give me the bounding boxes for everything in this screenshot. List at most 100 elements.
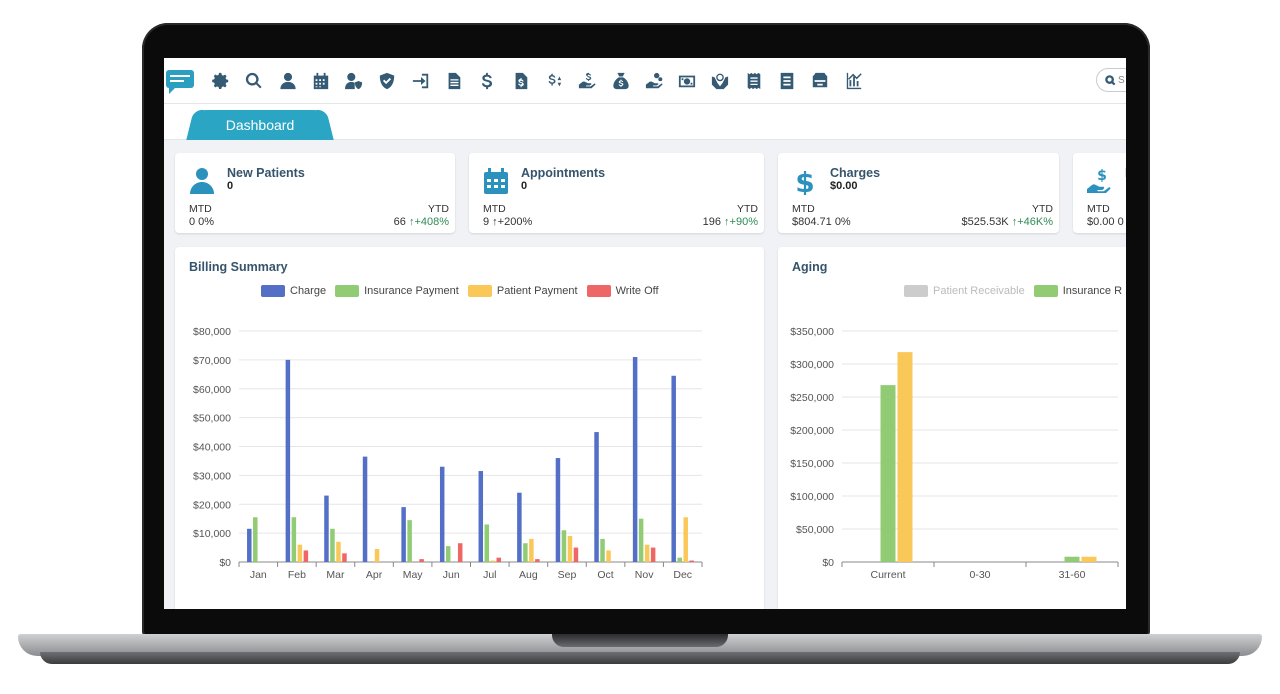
- gear-icon[interactable]: [210, 70, 232, 92]
- hand-dollar-icon[interactable]: [576, 70, 598, 92]
- bar-insurance-payment[interactable]: [523, 543, 528, 562]
- bar-charge[interactable]: [362, 456, 368, 562]
- bar-patient-payment[interactable]: [490, 560, 496, 562]
- legend-label: Write Off: [615, 285, 659, 297]
- bar-insurance-payment[interactable]: [561, 530, 567, 562]
- card-appointments[interactable]: Appointments 0 MTD 9 ↑+200% YTD 196 ↑+90…: [469, 153, 764, 233]
- bar-insurance-payment[interactable]: [330, 528, 335, 562]
- invoice-dollar-icon[interactable]: [510, 70, 532, 92]
- bar-patient-payment[interactable]: [374, 549, 380, 562]
- bar-insurance-payment[interactable]: [638, 518, 644, 562]
- bar-series-2[interactable]: [1081, 556, 1097, 562]
- bar-write-off[interactable]: [573, 547, 579, 562]
- money-bag-icon[interactable]: [610, 70, 632, 92]
- bar-patient-payment[interactable]: [336, 541, 341, 562]
- bar-insurance-payment[interactable]: [600, 538, 605, 562]
- x-tick-label: Mar: [326, 569, 345, 581]
- bar-charge[interactable]: [247, 528, 252, 562]
- legend-item[interactable]: Write Off: [586, 285, 659, 297]
- bar-insurance-payment[interactable]: [677, 557, 682, 562]
- bar-write-off[interactable]: [650, 547, 656, 562]
- bar-series-2[interactable]: [897, 352, 913, 562]
- search-icon: [1105, 74, 1116, 85]
- user-shield-icon[interactable]: [343, 70, 365, 92]
- bar-charge[interactable]: [632, 356, 638, 562]
- y-tick-label: $100,000: [790, 491, 834, 503]
- dollar-icon[interactable]: [476, 70, 498, 92]
- ytd-label: YTD: [737, 203, 758, 215]
- bar-patient-payment[interactable]: [297, 544, 303, 562]
- bar-insurance-r[interactable]: [1064, 556, 1080, 562]
- x-tick-label: May: [403, 569, 424, 581]
- dollar-transfer-icon[interactable]: [543, 70, 565, 92]
- chart-legend: Patient Receivable Insurance R: [904, 285, 1126, 297]
- bar-insurance-payment[interactable]: [407, 520, 412, 562]
- bar-write-off[interactable]: [457, 543, 463, 562]
- card-charges[interactable]: $ Charges $0.00 MTD $804.71 0% YTD $525.…: [778, 153, 1059, 233]
- wallet-icon[interactable]: [809, 70, 831, 92]
- calendar-icon: [484, 168, 508, 194]
- bar-write-off[interactable]: [303, 550, 309, 562]
- laptop-base-shadow: [40, 652, 1240, 664]
- mtd-label: MTD: [792, 203, 815, 215]
- legend-item[interactable]: Insurance R: [1033, 285, 1123, 297]
- x-tick-label: Jan: [250, 569, 267, 581]
- card-new-patients[interactable]: New Patients 0 MTD 0 0% YTD 66 ↑+408%: [175, 153, 455, 233]
- bar-insurance-payment[interactable]: [291, 517, 297, 562]
- bar-patient-payment[interactable]: [567, 536, 573, 562]
- legend-label: Patient Payment: [496, 285, 578, 297]
- billing-chart: $80,000 $70,000 $60,000 $50,000 $40,000 $30,0…: [193, 326, 703, 581]
- bar-charge[interactable]: [439, 466, 445, 562]
- bar-write-off[interactable]: [535, 559, 540, 562]
- money-check-icon[interactable]: [676, 70, 698, 92]
- bar-charge[interactable]: [401, 507, 406, 562]
- legend-item[interactable]: Patient Receivable: [904, 285, 1025, 297]
- y-tick-label: $50,000: [796, 524, 834, 536]
- tab-dashboard[interactable]: Dashboard: [196, 110, 324, 140]
- hands-dollar-icon[interactable]: [709, 70, 731, 92]
- shield-check-icon[interactable]: [376, 70, 398, 92]
- bar-write-off[interactable]: [342, 553, 347, 562]
- hand-coins-icon[interactable]: [643, 70, 665, 92]
- legend-item[interactable]: Insurance Payment: [335, 285, 459, 297]
- bar-charge[interactable]: [478, 471, 484, 562]
- legend-label: Insurance R: [1062, 285, 1123, 297]
- chat-logo-icon[interactable]: [166, 68, 196, 94]
- document-icon[interactable]: [443, 70, 465, 92]
- bar-insurance-r[interactable]: [880, 385, 896, 562]
- bar-insurance-payment[interactable]: [253, 517, 258, 562]
- ytd-change: ↑+408%: [408, 216, 449, 228]
- bar-charge[interactable]: [594, 432, 599, 562]
- legend-item[interactable]: Patient Payment: [467, 285, 578, 297]
- receipt-icon[interactable]: [743, 70, 765, 92]
- card-payments[interactable]: $ P MTD $0.00 0: [1073, 153, 1126, 233]
- mtd-value: $0.00 0: [1087, 216, 1124, 228]
- search-input[interactable]: S: [1096, 68, 1126, 92]
- bar-write-off[interactable]: [689, 560, 694, 562]
- chart-line-icon[interactable]: [843, 70, 865, 92]
- bar-patient-payment[interactable]: [683, 517, 688, 562]
- x-tick-label: Aug: [519, 569, 538, 581]
- bar-charge[interactable]: [285, 359, 291, 562]
- x-tick-label: 0-30: [969, 569, 990, 581]
- bar-patient-payment[interactable]: [644, 544, 650, 562]
- calendar-icon[interactable]: [310, 70, 332, 92]
- legend-item[interactable]: Charge: [261, 285, 326, 297]
- sign-in-icon[interactable]: [410, 70, 432, 92]
- bar-charge[interactable]: [555, 458, 561, 562]
- bar-insurance-payment[interactable]: [484, 524, 490, 562]
- bar-charge[interactable]: [671, 375, 676, 562]
- bar-charge[interactable]: [324, 495, 329, 562]
- ledger-icon[interactable]: [776, 70, 798, 92]
- y-tick-label: $350,000: [790, 326, 834, 338]
- bar-patient-payment[interactable]: [606, 550, 611, 562]
- search-icon[interactable]: [243, 70, 265, 92]
- bar-write-off[interactable]: [496, 557, 502, 562]
- ytd-number: 66: [393, 216, 406, 228]
- ytd-change: ↑+46K%: [1011, 216, 1053, 228]
- user-icon[interactable]: [277, 70, 299, 92]
- bar-patient-payment[interactable]: [529, 538, 534, 562]
- bar-charge[interactable]: [517, 492, 522, 562]
- bar-insurance-payment[interactable]: [445, 546, 451, 562]
- bar-write-off[interactable]: [419, 559, 424, 562]
